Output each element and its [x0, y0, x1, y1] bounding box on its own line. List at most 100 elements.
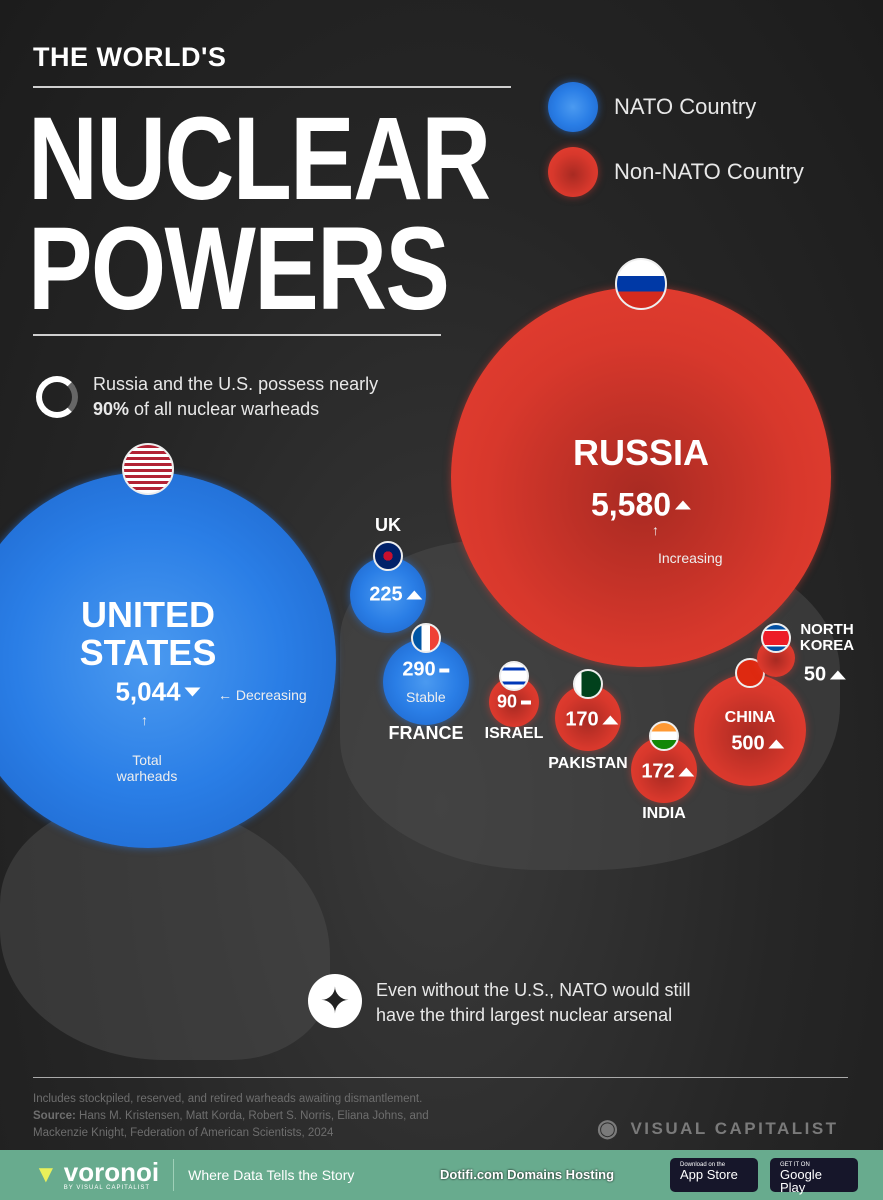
warhead-value: 500	[731, 732, 785, 756]
callout-top: Russia and the U.S. possess nearly 90% o…	[93, 372, 378, 422]
value-text: 172	[641, 760, 675, 783]
bubble-china	[694, 674, 806, 786]
annotation-stable: Stable	[406, 689, 446, 705]
us-flag-icon	[122, 443, 174, 496]
country-label: CHINA	[724, 709, 776, 726]
country-label: RUSSIA	[572, 432, 710, 473]
watermark: Dotifi.com Domains Hosting	[440, 1167, 615, 1182]
publisher: VISUAL CAPITALIST	[630, 1118, 839, 1138]
warhead-value: 225	[369, 583, 423, 607]
country-label: UK	[375, 515, 401, 535]
source-cont: Mackenzie Knight, Federation of American…	[33, 1127, 334, 1139]
up-triangle-icon	[678, 767, 695, 777]
warhead-value: 5,044	[115, 676, 201, 708]
bubble-france	[383, 639, 469, 725]
store-small: GET IT ON	[780, 1162, 810, 1168]
callout-bottom: Even without the U.S., NATO would still …	[376, 978, 690, 1028]
value-text: 5,580	[590, 486, 672, 523]
brand-sub: BY VISUAL CAPITALIST	[63, 1185, 151, 1191]
callout-line: have the third largest nuclear arsenal	[376, 1005, 673, 1025]
up-triangle-icon	[830, 670, 847, 680]
warhead-value: 290	[402, 658, 450, 682]
bubble-united-states	[0, 472, 336, 848]
dash-icon	[439, 668, 450, 672]
source: Source: Hans M. Kristensen, Matt Korda, …	[33, 1110, 429, 1122]
country-label: ISRAEL	[484, 725, 544, 742]
value-text: 50	[803, 663, 827, 686]
warhead-value: 5,580	[590, 486, 692, 524]
pakistan-flag-icon	[573, 668, 603, 699]
legend-label: Non-NATO Country	[614, 159, 804, 184]
annotation-text: Stable	[406, 689, 446, 705]
warhead-value: 170	[565, 708, 619, 732]
value-text: 225	[369, 583, 403, 606]
legend-nato: NATO Country	[548, 82, 756, 132]
country-label: FRANCE	[388, 723, 464, 743]
ring-chart-icon	[36, 376, 78, 418]
annotation-arrow: ↑	[141, 712, 148, 728]
russia-flag-icon	[615, 258, 667, 311]
warhead-value: 172	[641, 760, 695, 784]
store-label: Google Play	[780, 1167, 822, 1195]
infographic: THE WORLD'S NUCLEAR POWERS NATO Country …	[0, 0, 883, 1150]
bubble-russia	[451, 287, 831, 667]
arrow-icon: ←	[218, 687, 236, 703]
divider	[173, 1159, 175, 1191]
annotation-total: Total warheads	[112, 752, 182, 784]
footnote: Includes stockpiled, reserved, and retir…	[33, 1093, 423, 1105]
uk-flag-icon	[373, 540, 403, 571]
voronoi-icon: ▼	[34, 1161, 58, 1188]
israel-flag-icon	[499, 660, 529, 691]
google-play-button[interactable]: GET IT ON Google Play	[770, 1158, 858, 1195]
annotation-text: Total warheads	[116, 752, 178, 784]
annotation-decreasing: ← Decreasing	[218, 687, 307, 703]
legend-non-nato: Non-NATO Country	[548, 147, 804, 197]
annotation-arrow: ↑	[652, 522, 659, 538]
source-text: Hans M. Kristensen, Matt Korda, Robert S…	[75, 1110, 429, 1122]
title-rule-bottom	[33, 334, 441, 336]
value-text: 90	[496, 691, 518, 712]
annotation-text: Decreasing	[235, 687, 307, 703]
tagline: Where Data Tells the Story	[188, 1167, 355, 1183]
title-line-2: POWERS	[28, 203, 450, 335]
callout-line: of all nuclear warheads	[129, 399, 320, 419]
value-text: 170	[565, 708, 599, 731]
warhead-value: 50	[803, 663, 847, 687]
footer-rule	[33, 1077, 848, 1078]
country-label: NORTH KOREA	[799, 621, 855, 654]
callout-line: Russia and the U.S. possess nearly	[93, 374, 379, 394]
callout-line: Even without the U.S., NATO would still	[376, 980, 691, 1000]
store-small: Download on the	[680, 1162, 726, 1168]
country-label: UNITED STATES	[79, 594, 217, 673]
title-rule-top	[33, 86, 511, 88]
legend-label: NATO Country	[614, 94, 757, 119]
country-label: PAKISTAN	[548, 755, 628, 772]
arrow-icon: ↑	[141, 712, 148, 728]
callout-highlight: 90%	[93, 399, 130, 419]
visual-capitalist-logo: ◉ VISUAL CAPITALIST	[597, 1114, 839, 1143]
arrow-icon: ↑	[652, 522, 659, 538]
warhead-value: 90	[496, 691, 532, 713]
nato-compass-icon: ✦	[308, 974, 362, 1028]
bottom-bar: ▼ voronoi BY VISUAL CAPITALIST Where Dat…	[0, 1150, 883, 1200]
annotation-increasing: Increasing	[658, 550, 723, 566]
dash-icon	[521, 700, 532, 704]
down-triangle-icon	[184, 687, 201, 697]
up-triangle-icon	[675, 500, 692, 510]
vc-icon: ◉	[597, 1115, 621, 1142]
value-text: 500	[731, 732, 765, 755]
value-text: 290	[402, 658, 436, 681]
up-triangle-icon	[602, 715, 619, 725]
value-text: 5,044	[115, 676, 181, 707]
non-nato-swatch	[548, 147, 598, 197]
pretitle: THE WORLD'S	[33, 42, 227, 72]
up-triangle-icon	[768, 739, 785, 749]
app-store-button[interactable]: Download on the App Store	[670, 1158, 758, 1192]
title-line-1: NUCLEAR	[28, 93, 491, 225]
up-triangle-icon	[406, 590, 423, 600]
france-flag-icon	[411, 622, 441, 653]
store-label: App Store	[680, 1167, 738, 1182]
country-label: INDIA	[642, 805, 686, 822]
voronoi-logo[interactable]: ▼ voronoi BY VISUAL CAPITALIST	[34, 1159, 159, 1191]
north-korea-flag-icon	[761, 622, 791, 653]
